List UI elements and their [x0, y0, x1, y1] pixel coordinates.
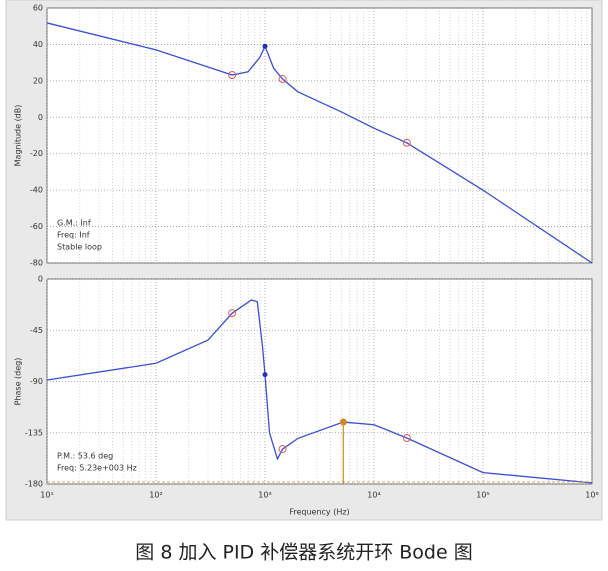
y-tick-label: 0	[38, 113, 43, 122]
y-tick-label: -90	[30, 377, 43, 386]
plot-area	[46, 7, 593, 264]
x-tick-label: 10²	[149, 491, 162, 500]
peak-point	[262, 372, 268, 378]
x-tick-label: 10¹	[40, 491, 53, 500]
peak-point	[262, 43, 268, 49]
annotation: P.M.: 53.6 deg	[57, 452, 113, 461]
y-tick-label: -60	[30, 222, 43, 231]
marker	[228, 71, 237, 80]
y-tick-label: -135	[25, 428, 43, 437]
y-tick-label: -40	[30, 186, 43, 195]
y-axis-label: Magnitude (dB)	[14, 105, 23, 167]
y-tick-label: 60	[33, 4, 43, 13]
marker	[402, 433, 411, 442]
caption: 图 8 加入 PID 补偿器系统开环 Bode 图	[135, 542, 472, 564]
marker	[278, 75, 287, 84]
y-tick-label: 20	[33, 76, 43, 85]
y-tick-label: -80	[30, 259, 43, 268]
line-series	[46, 22, 593, 264]
annotation: Stable loop	[57, 243, 102, 252]
annotation: Freq: Inf	[57, 231, 90, 240]
x-tick-label: 10⁵	[476, 491, 489, 500]
annotation: Freq: 5.23e+003 Hz	[57, 464, 137, 473]
y-tick-label: 40	[33, 40, 43, 49]
marker	[402, 138, 411, 147]
y-tick-label: -20	[30, 149, 43, 158]
annotation: G.M.: Inf	[57, 219, 91, 228]
marker	[228, 309, 237, 318]
x-tick-label: 10⁶	[585, 491, 598, 500]
y-tick-label: -45	[30, 326, 43, 335]
x-axis-label: Frequency (Hz)	[289, 508, 349, 517]
line-series	[46, 299, 593, 484]
x-tick-label: 10⁴	[367, 491, 380, 500]
x-tick-label: 10³	[258, 491, 271, 500]
y-tick-label: 0	[38, 275, 43, 284]
margin-point	[339, 418, 347, 426]
marker	[278, 445, 287, 454]
y-axis-label: Phase (deg)	[14, 358, 23, 406]
y-tick-label: -180	[25, 480, 43, 489]
